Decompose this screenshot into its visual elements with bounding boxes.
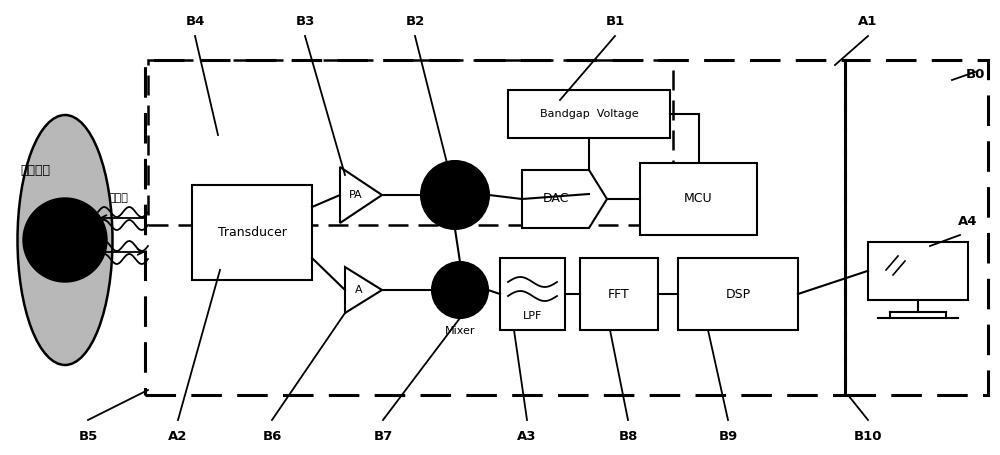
Text: B0: B0 bbox=[966, 68, 985, 81]
Circle shape bbox=[23, 198, 107, 282]
Text: A2: A2 bbox=[168, 430, 188, 443]
Bar bbox=[508, 90, 670, 138]
Ellipse shape bbox=[18, 115, 112, 365]
Text: B8: B8 bbox=[618, 430, 638, 443]
Text: A3: A3 bbox=[517, 430, 537, 443]
Text: A4: A4 bbox=[958, 215, 978, 228]
Text: B2: B2 bbox=[405, 15, 425, 28]
Text: B3: B3 bbox=[295, 15, 315, 28]
Bar bbox=[580, 258, 658, 330]
Text: FFT: FFT bbox=[608, 288, 630, 300]
Bar bbox=[148, 60, 673, 225]
Text: Mixer: Mixer bbox=[445, 326, 475, 336]
Text: B1: B1 bbox=[605, 15, 625, 28]
Polygon shape bbox=[340, 167, 382, 223]
Text: B5: B5 bbox=[78, 430, 98, 443]
Bar bbox=[868, 242, 968, 299]
Circle shape bbox=[421, 161, 489, 229]
Text: A: A bbox=[355, 285, 362, 295]
Text: MCU: MCU bbox=[684, 192, 713, 206]
Text: B10: B10 bbox=[854, 430, 882, 443]
Text: A1: A1 bbox=[858, 15, 878, 28]
Text: B4: B4 bbox=[185, 15, 205, 28]
Polygon shape bbox=[345, 267, 382, 313]
Text: 探测目标: 探测目标 bbox=[20, 163, 50, 177]
Bar bbox=[845, 60, 988, 395]
Text: B9: B9 bbox=[718, 430, 738, 443]
Circle shape bbox=[432, 262, 488, 318]
Polygon shape bbox=[522, 170, 607, 228]
Text: VCO: VCO bbox=[443, 190, 467, 200]
Text: 超声波: 超声波 bbox=[108, 193, 128, 203]
Bar bbox=[640, 163, 757, 235]
Text: DSP: DSP bbox=[725, 288, 751, 300]
Bar bbox=[192, 185, 312, 280]
Bar bbox=[500, 258, 565, 330]
Text: B6: B6 bbox=[262, 430, 282, 443]
Text: Bandgap  Voltage: Bandgap Voltage bbox=[540, 109, 638, 119]
Bar bbox=[145, 60, 845, 395]
Text: B7: B7 bbox=[373, 430, 393, 443]
Text: LPF: LPF bbox=[523, 311, 542, 321]
Text: DAC: DAC bbox=[542, 192, 569, 206]
Bar bbox=[678, 258, 798, 330]
Text: Transducer: Transducer bbox=[218, 226, 286, 239]
Text: PA: PA bbox=[349, 190, 363, 200]
